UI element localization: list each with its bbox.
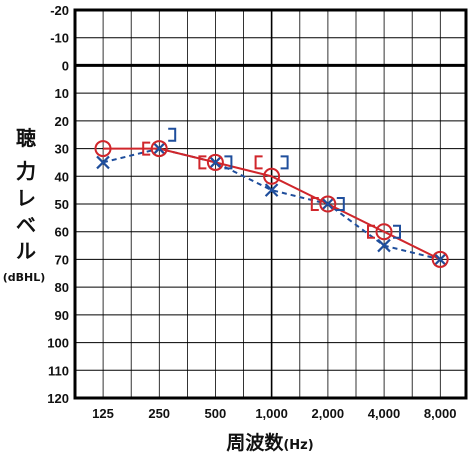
bracket-right-marker	[168, 127, 177, 142]
y-tick-label: 20	[55, 114, 69, 129]
circle-marker	[431, 250, 449, 268]
circle-marker	[375, 223, 393, 241]
bracket-right-marker	[280, 155, 289, 170]
plot-frame	[73, 8, 468, 400]
y-tick-label: 80	[55, 280, 69, 295]
x-marker	[433, 252, 447, 267]
x-marker	[321, 197, 335, 211]
y-label-unit: (dBHL)	[3, 271, 46, 284]
bracket-left-marker	[198, 155, 207, 170]
y-tick-label: 40	[55, 169, 69, 184]
circle-marker	[150, 140, 168, 158]
y-tick-label: 30	[55, 142, 69, 157]
y-label-char: 力	[16, 159, 36, 183]
circle-marker	[263, 167, 281, 185]
circle-marker	[206, 153, 224, 171]
x-tick-label: 4,000	[368, 406, 401, 421]
series-layer	[94, 127, 449, 268]
x-axis-label: 周波数(Hz)	[226, 431, 313, 454]
bracket-right-marker	[393, 224, 401, 239]
x-marker	[152, 141, 166, 156]
y-tick-label: 90	[55, 308, 69, 323]
bracket-left-marker	[310, 197, 319, 211]
x-marker	[377, 238, 391, 253]
y-tick-label: 10	[55, 86, 69, 101]
y-tick-label: 110	[48, 363, 69, 378]
x-tick-label: 8,000	[424, 406, 457, 421]
x-marker	[96, 155, 110, 170]
y-tick-label: 60	[55, 225, 69, 240]
x-marker	[208, 155, 223, 170]
x-tick-label: 500	[205, 406, 227, 421]
bracket-right-marker	[224, 155, 233, 170]
x-tick-label: 2,000	[312, 406, 345, 421]
y-tick-label: 100	[47, 336, 69, 351]
y-tick-label: 70	[55, 252, 69, 267]
y-tick-label: -20	[50, 3, 69, 18]
y-tick-label: 120	[47, 391, 69, 406]
y-tick-label: 0	[62, 58, 69, 73]
x-tick-label: 1,000	[255, 406, 288, 421]
y-label-char: ル	[16, 239, 36, 263]
tick-labels: -20 -10 0 10 20 30 40 50 60 70 80 90 100 110 120 125 250…	[47, 3, 456, 421]
bracket-left-marker	[367, 224, 375, 239]
bracket-left-marker	[142, 141, 151, 156]
y-label-char: レ	[16, 186, 36, 210]
y-label-char: ベ	[16, 213, 36, 237]
circle-marker	[319, 195, 337, 213]
bracket-left-marker	[254, 155, 263, 170]
x-tick-label: 125	[92, 406, 114, 421]
x-tick-label: 250	[148, 406, 170, 421]
y-tick-label: 50	[55, 197, 69, 212]
circle-marker	[94, 140, 112, 158]
x-marker	[264, 183, 279, 197]
bracket-right-marker	[336, 197, 345, 211]
grid	[73, 8, 468, 400]
y-label-char: 聴	[16, 126, 36, 150]
y-tick-label: -10	[50, 31, 69, 46]
